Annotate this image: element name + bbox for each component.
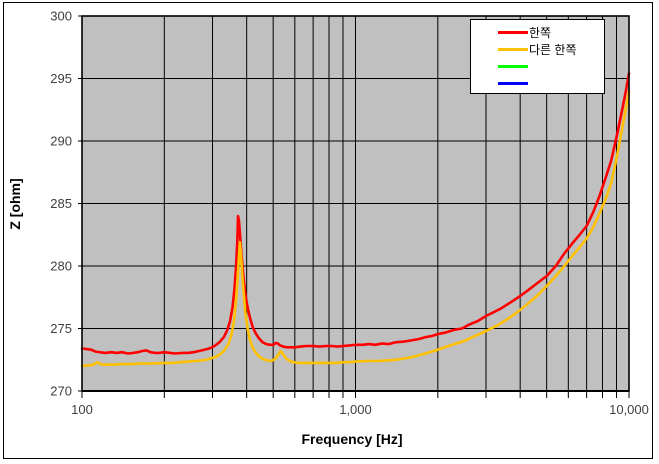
series-lines	[80, 72, 631, 368]
y-tick-label: 275	[50, 321, 72, 336]
legend-label: 한쪽	[529, 25, 552, 40]
y-tick-label: 295	[50, 71, 72, 86]
legend-item-3	[471, 75, 604, 92]
legend-item-0: 한쪽	[471, 24, 604, 41]
legend-line-sample	[498, 82, 528, 85]
legend-item-2	[471, 58, 604, 75]
x-tick-label: 1,000	[339, 402, 372, 417]
y-tick-label: 300	[50, 9, 72, 24]
legend-label: 다른 한쪽	[529, 42, 577, 57]
y-tick-label: 285	[50, 196, 72, 211]
legend-line-sample	[498, 65, 528, 68]
x-axis-title: Frequency [Hz]	[301, 431, 402, 447]
y-tick-label: 290	[50, 134, 72, 149]
y-axis-title: Z [ohm]	[7, 178, 23, 229]
tick-labels: 270 275 280 285 290 295 300 100 1,000 10,000	[50, 9, 649, 418]
axis-ticks	[78, 15, 630, 398]
y-tick-label: 270	[50, 384, 72, 399]
x-tick-label: 10,000	[609, 402, 649, 417]
series-line-1	[80, 89, 631, 368]
legend-item-1: 다른 한쪽	[471, 41, 604, 58]
legend-line-sample	[498, 48, 528, 51]
x-tick-label: 100	[71, 402, 93, 417]
y-tick-label: 280	[50, 259, 72, 274]
series-line-0	[80, 72, 631, 355]
legend-line-sample	[498, 31, 528, 34]
